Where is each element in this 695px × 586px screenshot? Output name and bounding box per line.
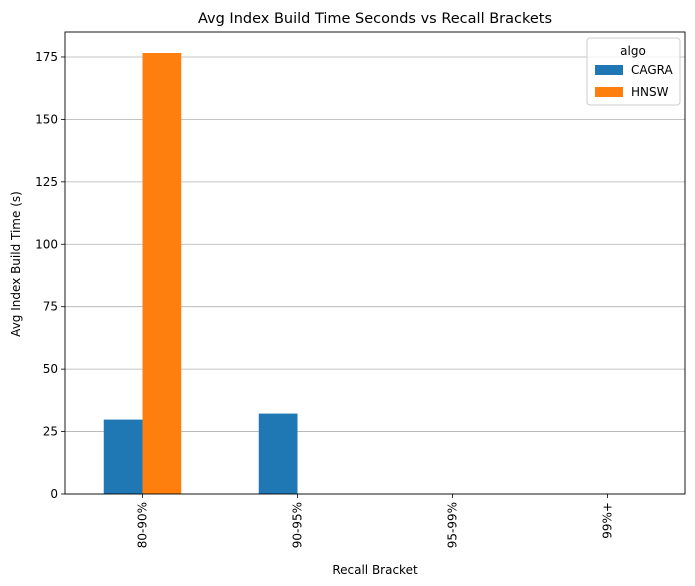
legend-label-hnsw: HNSW	[631, 85, 669, 99]
bar-cagra-0	[103, 419, 143, 494]
chart-title: Avg Index Build Time Seconds vs Recall B…	[198, 11, 552, 27]
y-axis-label: Avg Index Build Time (s)	[9, 191, 23, 337]
x-axis-label: Recall Bracket	[332, 563, 418, 577]
legend-label-cagra: CAGRA	[631, 63, 674, 77]
bars	[103, 52, 298, 495]
y-tick-label: 175	[35, 50, 58, 64]
x-tick-label: 99%+	[601, 502, 615, 539]
y-tick-label: 125	[35, 175, 58, 189]
x-tick-label: 95-99%	[446, 502, 460, 548]
x-tick-label: 80-90%	[136, 502, 150, 548]
y-tick-label: 75	[43, 300, 58, 314]
y-tick-label: 0	[50, 487, 58, 501]
y-tick-label: 100	[35, 237, 58, 251]
x-axis: 80-90% 90-95% 95-99% 99%+	[136, 494, 615, 548]
bar-cagra-1	[258, 413, 298, 494]
y-tick-label: 150	[35, 112, 58, 126]
legend-title: algo	[620, 44, 646, 58]
plot-frame	[64, 31, 686, 495]
y-tick-label: 50	[43, 362, 58, 376]
legend-swatch-cagra	[595, 65, 623, 75]
bar-hnsw-0	[142, 52, 182, 495]
y-tick-label: 25	[43, 425, 58, 439]
y-axis: 0 25 50 75 100 125 150 175	[35, 50, 65, 501]
legend: algo CAGRA HNSW	[586, 37, 681, 106]
legend-swatch-hnsw	[595, 87, 623, 97]
x-tick-label: 90-95%	[291, 502, 305, 548]
